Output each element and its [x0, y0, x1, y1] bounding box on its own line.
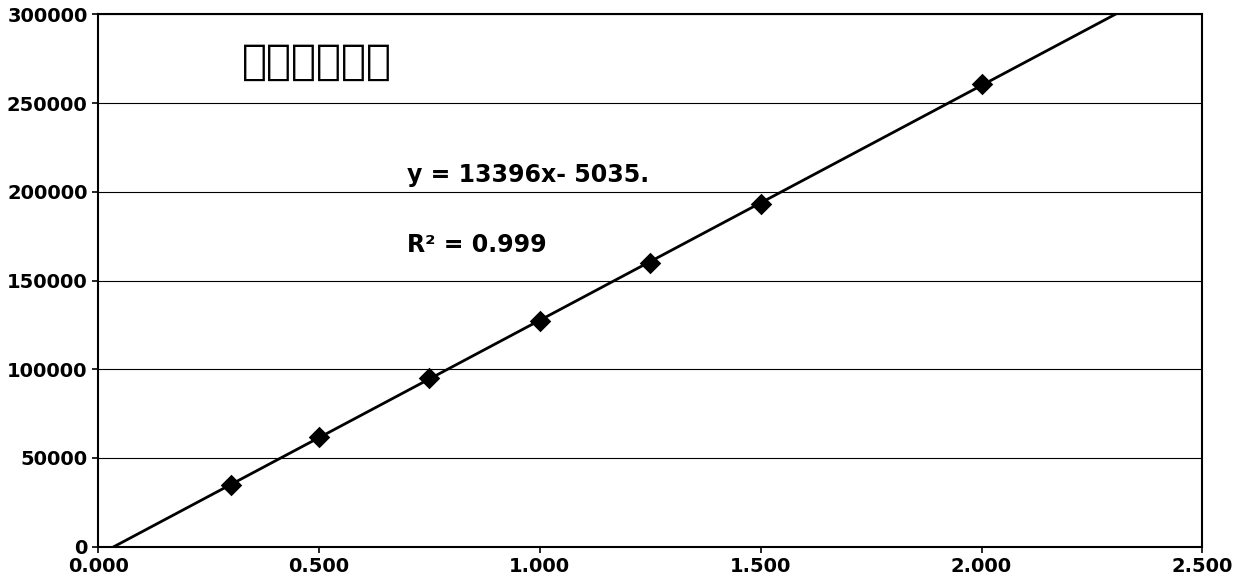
Point	[750, 199, 770, 209]
Text: R² = 0.999: R² = 0.999	[407, 233, 547, 257]
Point	[972, 79, 992, 88]
Text: y = 13396x- 5035.: y = 13396x- 5035.	[407, 163, 650, 188]
Text: 液相线性曲线: 液相线性曲线	[242, 41, 392, 83]
Point	[640, 258, 660, 268]
Point	[529, 317, 549, 326]
Point	[309, 432, 329, 441]
Point	[419, 374, 439, 383]
Point	[221, 480, 241, 489]
